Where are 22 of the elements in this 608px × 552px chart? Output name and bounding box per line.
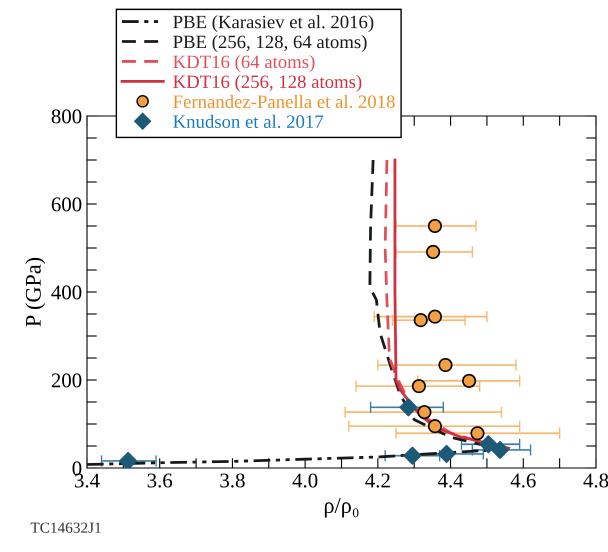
y-tick-label: 0 xyxy=(72,461,82,476)
legend-label: KDT16 (64 atoms) xyxy=(173,54,314,72)
legend-label: KDT16 (256, 128 atoms) xyxy=(173,74,362,92)
x-tick-label: 4.4 xyxy=(438,474,464,488)
y-tick-label: 600 xyxy=(52,197,82,212)
text: TC14632J1 xyxy=(30,522,101,533)
y-tick-label: 800 xyxy=(52,109,82,124)
x-tick-label: 4.0 xyxy=(292,473,318,488)
x-tick-label: 4.2 xyxy=(365,474,390,488)
legend-label: Knudson et al. 2017 xyxy=(173,114,324,128)
x-tick-label: 4.8 xyxy=(583,473,608,488)
legend-label: Fernandez-Panella et al. 2018 xyxy=(173,94,395,108)
legend-label: PBE (Karasiev et al. 2016) xyxy=(173,15,374,32)
x-axis-title: ρ/ρ₀ xyxy=(324,498,358,518)
x-tick-label: 3.8 xyxy=(220,473,245,488)
x-tick-label: 3.6 xyxy=(148,474,172,488)
y-axis-title: P (GPa) xyxy=(25,258,46,326)
x-tick-label: 4.6 xyxy=(510,474,536,488)
legend-label: PBE (256, 128, 64 atoms) xyxy=(173,35,367,52)
x-tick-label: 3.4 xyxy=(74,474,100,488)
y-tick-label: 200 xyxy=(52,373,82,388)
y-tick-label: 400 xyxy=(51,285,82,300)
